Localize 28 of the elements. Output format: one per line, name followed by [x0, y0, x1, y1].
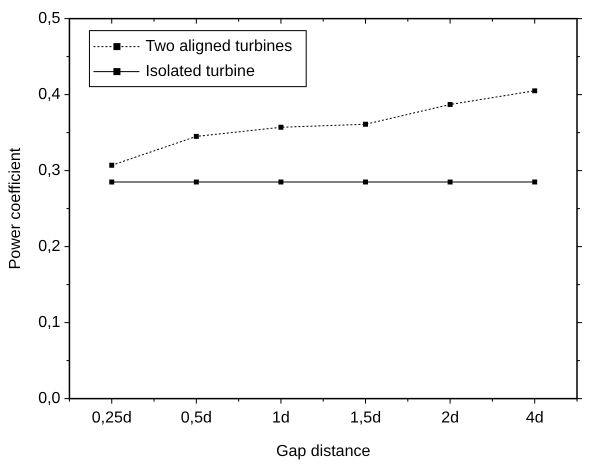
point: [448, 102, 453, 107]
y-axis-title: Power coefficient: [7, 147, 24, 270]
point: [109, 162, 114, 168]
legend-label: Isolated turbine: [145, 63, 255, 80]
y-tick-label: 0,2: [38, 238, 61, 256]
y-tick-label: 0,5: [38, 10, 61, 28]
x-tick-label: 2d: [441, 410, 460, 427]
y-tick-label: 0,1: [38, 314, 61, 332]
point: [194, 134, 199, 139]
x-axis-title: Gap distance: [276, 442, 370, 460]
point: [278, 180, 284, 184]
legend-label: Two aligned turbines: [145, 38, 292, 56]
y-tick-label: 0,4: [38, 86, 61, 104]
x-tick-label: 1,5d: [350, 410, 382, 427]
x-tick-label: 0,25d: [92, 410, 132, 427]
point: [109, 180, 114, 184]
y-tick-label: 0,0: [38, 390, 61, 408]
x-tick-label: 0,5d: [180, 410, 212, 427]
point: [532, 88, 538, 94]
point: [532, 180, 538, 184]
point: [194, 180, 199, 184]
point: [448, 180, 453, 184]
x-tick-label: 4d: [526, 410, 544, 427]
y-tick-label: 0,3: [38, 162, 61, 180]
point: [363, 180, 368, 184]
x-tick-label: 1d: [272, 410, 290, 427]
point: [363, 122, 368, 127]
point: [278, 124, 284, 130]
